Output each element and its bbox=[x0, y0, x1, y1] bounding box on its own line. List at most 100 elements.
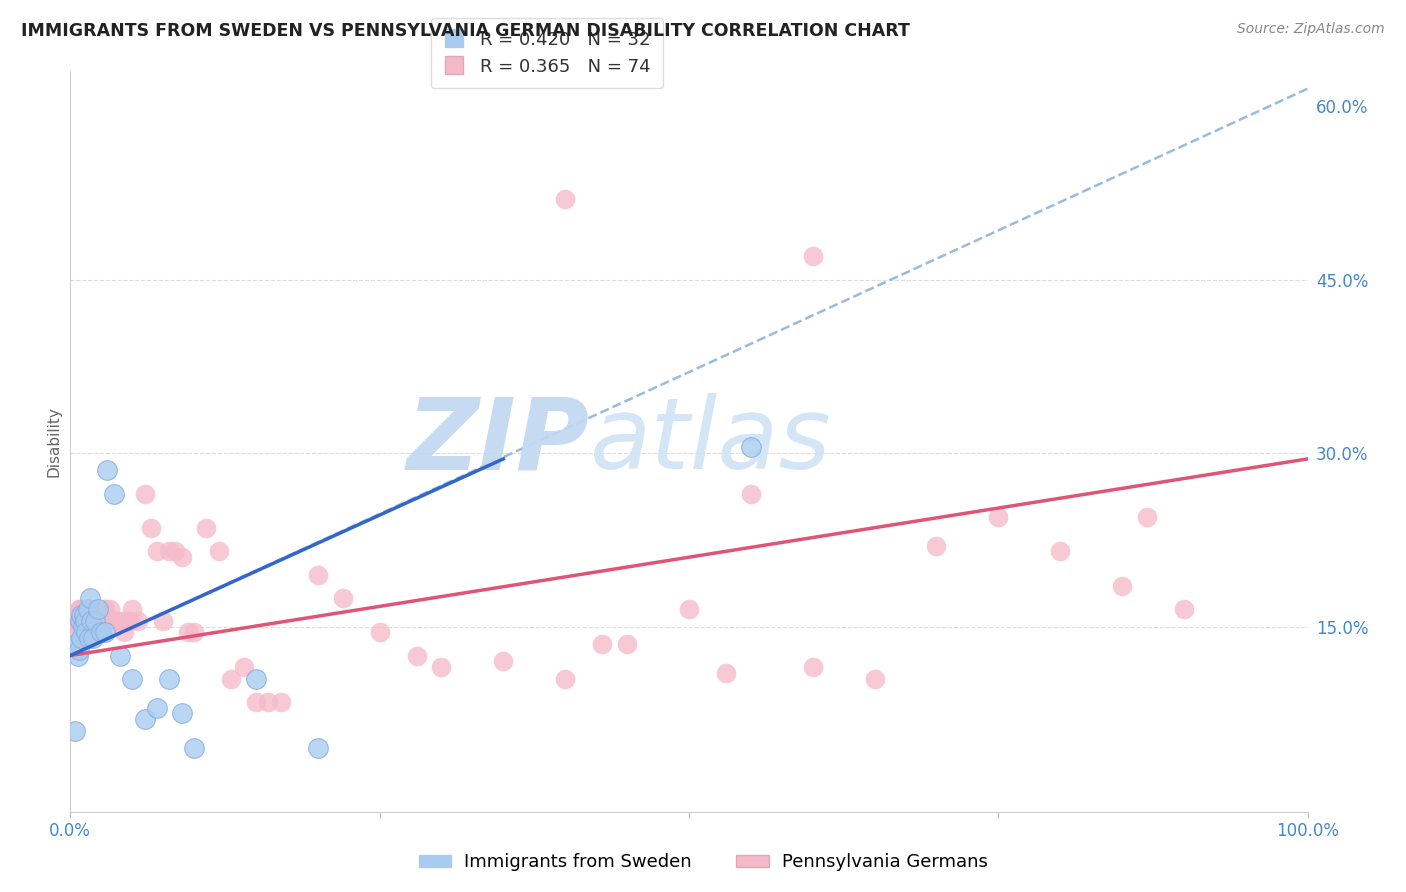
Point bbox=[1173, 602, 1195, 616]
Point bbox=[84, 614, 107, 628]
Point bbox=[405, 648, 427, 663]
Point bbox=[108, 614, 131, 628]
Point bbox=[740, 440, 762, 454]
Point bbox=[554, 192, 576, 206]
Point bbox=[79, 602, 101, 616]
Point bbox=[82, 631, 104, 645]
Point bbox=[270, 695, 292, 709]
Point bbox=[678, 602, 700, 616]
Point bbox=[925, 539, 948, 553]
Point bbox=[740, 486, 762, 500]
Point bbox=[76, 602, 98, 616]
Point bbox=[103, 614, 125, 628]
Point bbox=[801, 660, 824, 674]
Point bbox=[134, 712, 156, 726]
Point bbox=[79, 591, 101, 605]
Point bbox=[1049, 544, 1071, 558]
Y-axis label: Disability: Disability bbox=[46, 406, 62, 477]
Point bbox=[96, 463, 118, 477]
Point bbox=[69, 614, 91, 628]
Point bbox=[69, 614, 91, 628]
Point bbox=[554, 672, 576, 686]
Point bbox=[108, 648, 131, 663]
Point bbox=[93, 602, 115, 616]
Point bbox=[616, 637, 638, 651]
Point bbox=[67, 602, 90, 616]
Point bbox=[72, 631, 94, 645]
Point bbox=[65, 614, 87, 628]
Point bbox=[70, 620, 93, 634]
Point bbox=[69, 602, 91, 616]
Point bbox=[118, 614, 141, 628]
Point bbox=[75, 625, 97, 640]
Legend: R = 0.420   N = 32, R = 0.365   N = 74: R = 0.420 N = 32, R = 0.365 N = 74 bbox=[430, 18, 662, 88]
Point bbox=[75, 614, 97, 628]
Point bbox=[245, 695, 267, 709]
Point bbox=[170, 550, 193, 565]
Point bbox=[90, 625, 112, 640]
Point bbox=[77, 631, 100, 645]
Point bbox=[72, 614, 94, 628]
Point bbox=[183, 741, 205, 756]
Point bbox=[307, 741, 329, 756]
Point bbox=[63, 614, 86, 628]
Point bbox=[94, 602, 117, 616]
Point bbox=[232, 660, 254, 674]
Point bbox=[245, 672, 267, 686]
Point bbox=[96, 614, 118, 628]
Point bbox=[177, 625, 200, 640]
Point bbox=[112, 625, 135, 640]
Point bbox=[257, 695, 280, 709]
Point bbox=[139, 521, 162, 535]
Point bbox=[70, 608, 93, 623]
Point bbox=[195, 521, 218, 535]
Point bbox=[105, 614, 128, 628]
Point bbox=[1136, 509, 1159, 524]
Point bbox=[115, 614, 138, 628]
Point bbox=[65, 608, 87, 623]
Point bbox=[73, 602, 96, 616]
Point bbox=[94, 625, 117, 640]
Point bbox=[84, 614, 107, 628]
Point bbox=[368, 625, 391, 640]
Point bbox=[219, 672, 242, 686]
Point bbox=[87, 614, 110, 628]
Point bbox=[152, 614, 174, 628]
Point bbox=[165, 544, 187, 558]
Point bbox=[98, 602, 121, 616]
Point bbox=[127, 614, 149, 628]
Point bbox=[90, 625, 112, 640]
Text: IMMIGRANTS FROM SWEDEN VS PENNSYLVANIA GERMAN DISABILITY CORRELATION CHART: IMMIGRANTS FROM SWEDEN VS PENNSYLVANIA G… bbox=[21, 22, 910, 40]
Point bbox=[987, 509, 1010, 524]
Point bbox=[332, 591, 354, 605]
Point bbox=[75, 614, 97, 628]
Point bbox=[1111, 579, 1133, 593]
Text: ZIP: ZIP bbox=[406, 393, 591, 490]
Point bbox=[83, 602, 105, 616]
Point bbox=[70, 608, 93, 623]
Text: Source: ZipAtlas.com: Source: ZipAtlas.com bbox=[1237, 22, 1385, 37]
Point bbox=[307, 567, 329, 582]
Point bbox=[134, 486, 156, 500]
Point bbox=[208, 544, 231, 558]
Point bbox=[77, 614, 100, 628]
Point bbox=[121, 672, 143, 686]
Point bbox=[801, 250, 824, 264]
Point bbox=[80, 608, 103, 623]
Point bbox=[121, 602, 143, 616]
Point bbox=[66, 625, 89, 640]
Point bbox=[65, 723, 87, 738]
Legend: Immigrants from Sweden, Pennsylvania Germans: Immigrants from Sweden, Pennsylvania Ger… bbox=[412, 847, 994, 879]
Point bbox=[863, 672, 886, 686]
Point bbox=[714, 665, 737, 680]
Point bbox=[66, 648, 89, 663]
Point bbox=[73, 608, 96, 623]
Point bbox=[170, 706, 193, 721]
Point bbox=[72, 620, 94, 634]
Point bbox=[86, 614, 108, 628]
Point bbox=[76, 602, 98, 616]
Point bbox=[103, 486, 125, 500]
Point bbox=[70, 631, 93, 645]
Point bbox=[82, 614, 104, 628]
Point bbox=[80, 614, 103, 628]
